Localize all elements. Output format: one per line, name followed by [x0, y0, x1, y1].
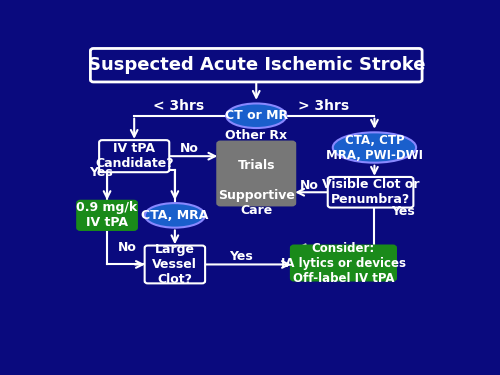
- Text: Large
Vessel
Clot?: Large Vessel Clot?: [152, 243, 198, 286]
- Text: Yes: Yes: [88, 165, 112, 178]
- Ellipse shape: [226, 104, 286, 128]
- FancyBboxPatch shape: [99, 140, 170, 172]
- Text: CTA, MRA: CTA, MRA: [141, 209, 208, 222]
- Text: Other Rx

Trials

Supportive
Care: Other Rx Trials Supportive Care: [218, 129, 294, 218]
- Text: No: No: [300, 178, 319, 192]
- Text: No: No: [180, 142, 199, 155]
- Text: Yes: Yes: [391, 206, 415, 218]
- Text: No: No: [118, 241, 137, 254]
- Text: IV tPA
Candidate?: IV tPA Candidate?: [95, 142, 174, 170]
- Text: CTA, CTP
MRA, PWI-DWI: CTA, CTP MRA, PWI-DWI: [326, 134, 423, 162]
- Text: Suspected Acute Ischemic Stroke: Suspected Acute Ischemic Stroke: [88, 56, 425, 74]
- Ellipse shape: [333, 132, 416, 163]
- Text: < 3hrs: < 3hrs: [153, 99, 204, 113]
- FancyBboxPatch shape: [90, 48, 422, 82]
- FancyBboxPatch shape: [218, 142, 295, 206]
- FancyBboxPatch shape: [328, 177, 414, 208]
- FancyBboxPatch shape: [291, 246, 396, 280]
- Text: Consider:
IA lytics or devices
Off-label IV tPA: Consider: IA lytics or devices Off-label…: [281, 242, 406, 285]
- FancyBboxPatch shape: [77, 201, 137, 230]
- FancyBboxPatch shape: [144, 246, 205, 284]
- Text: 0.9 mg/k
IV tPA: 0.9 mg/k IV tPA: [76, 201, 138, 229]
- Text: > 3hrs: > 3hrs: [298, 99, 350, 113]
- Text: Yes: Yes: [229, 251, 252, 263]
- Text: CT or MR: CT or MR: [224, 109, 288, 122]
- Ellipse shape: [145, 203, 205, 228]
- Text: Visible Clot or
Penumbra?: Visible Clot or Penumbra?: [322, 178, 420, 206]
